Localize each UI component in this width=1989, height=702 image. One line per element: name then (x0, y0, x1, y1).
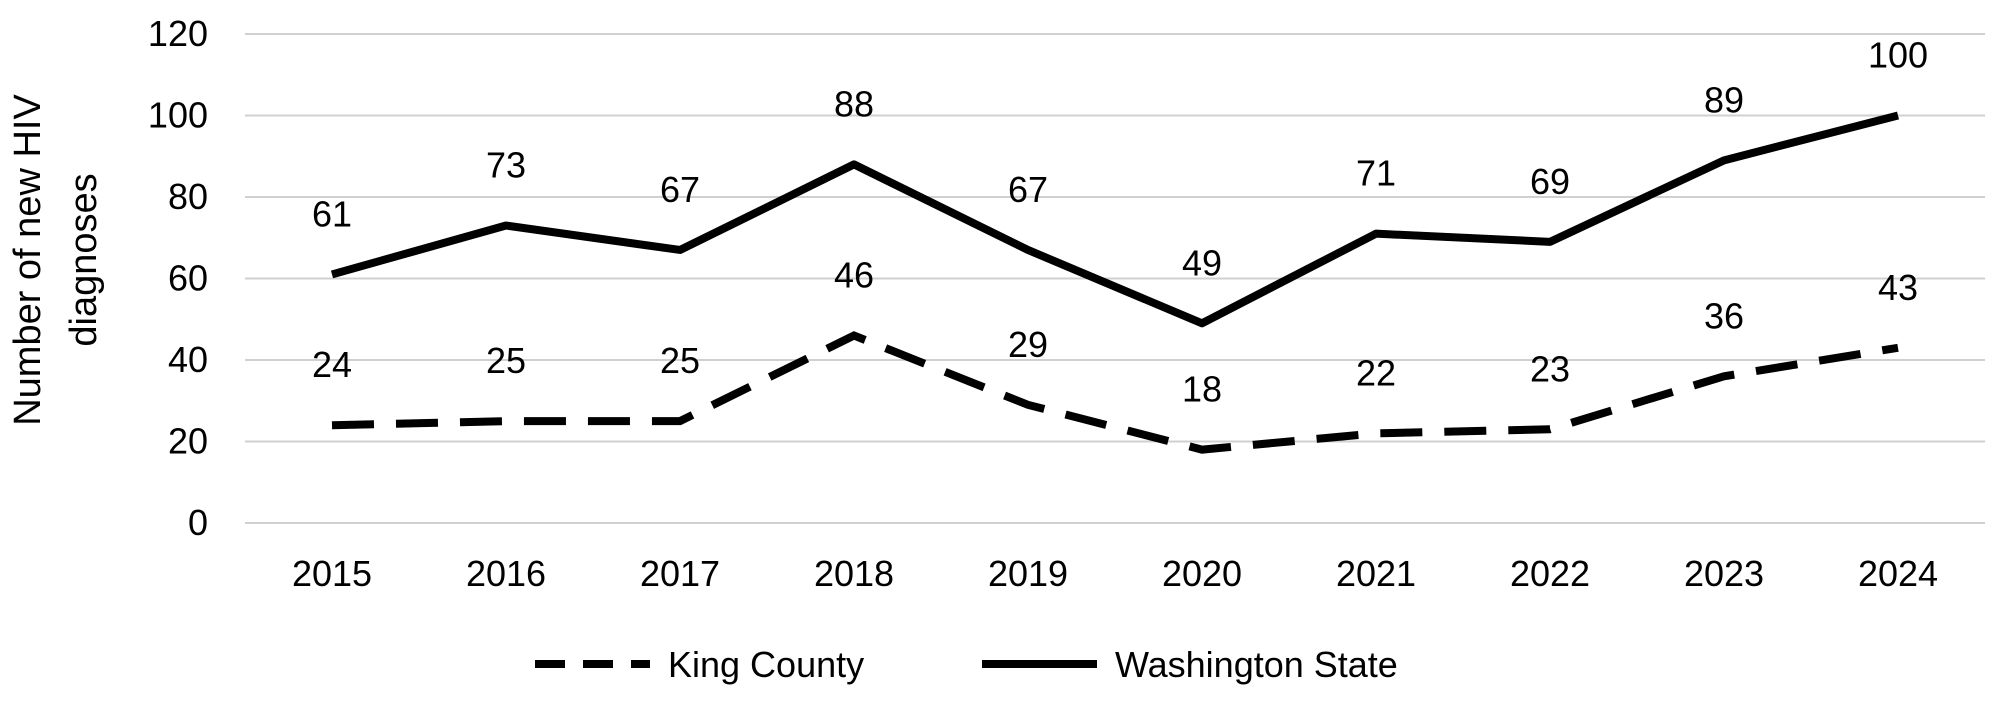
y-tick-label-40: 40 (168, 339, 208, 380)
data-label-washington-state-2016: 73 (486, 145, 526, 186)
data-label-king-county-2023: 36 (1704, 295, 1744, 336)
data-label-washington-state-2023: 89 (1704, 79, 1744, 120)
legend-label-washington-state: Washington State (1115, 644, 1398, 685)
x-tick-label-2019: 2019 (988, 553, 1068, 594)
data-label-king-county-2020: 18 (1182, 369, 1222, 410)
data-label-king-county-2018: 46 (834, 255, 874, 296)
series-line-king-county (331, 331, 1899, 454)
data-label-washington-state-2024: 100 (1868, 35, 1928, 76)
y-tick-label-0: 0 (188, 502, 208, 543)
y-tick-label-60: 60 (168, 258, 208, 299)
y-axis-ticks: 0 20 40 60 80 100 120 (148, 13, 208, 543)
data-label-washington-state-2018: 88 (834, 83, 874, 124)
data-label-washington-state-2019: 67 (1008, 169, 1048, 210)
data-label-washington-state-2017: 67 (660, 169, 700, 210)
x-tick-label-2024: 2024 (1858, 553, 1938, 594)
gridlines (245, 33, 1985, 524)
data-label-king-county-2017: 25 (660, 340, 700, 381)
data-labels: 24 25 25 46 29 18 22 23 36 43 61 73 67 88 67 49 71 69 89 10… (312, 35, 1928, 410)
x-tick-label-2020: 2020 (1162, 553, 1242, 594)
series-lines (330, 111, 1899, 454)
y-axis-label-line-2: diagnoses (63, 173, 105, 346)
y-axis-label-line-1: Number of new HIV (7, 94, 49, 426)
data-label-king-county-2016: 25 (486, 340, 526, 381)
legend: King County Washington State (535, 644, 1398, 685)
y-axis-label: Number of new HIV diagnoses (7, 94, 105, 426)
y-tick-label-20: 20 (168, 421, 208, 462)
x-tick-label-2022: 2022 (1510, 553, 1590, 594)
y-tick-label-80: 80 (168, 176, 208, 217)
x-tick-label-2017: 2017 (640, 553, 720, 594)
x-tick-label-2015: 2015 (292, 553, 372, 594)
y-tick-label-100: 100 (148, 95, 208, 136)
data-label-washington-state-2020: 49 (1182, 242, 1222, 283)
data-label-washington-state-2015: 61 (312, 193, 352, 234)
data-label-washington-state-2021: 71 (1356, 153, 1396, 194)
data-label-king-county-2019: 29 (1008, 324, 1048, 365)
data-label-king-county-2022: 23 (1530, 348, 1570, 389)
data-label-king-county-2015: 24 (312, 344, 352, 385)
data-label-king-county-2024: 43 (1878, 267, 1918, 308)
data-label-king-county-2021: 22 (1356, 352, 1396, 393)
x-tick-label-2016: 2016 (466, 553, 546, 594)
x-tick-label-2018: 2018 (814, 553, 894, 594)
x-tick-label-2023: 2023 (1684, 553, 1764, 594)
x-axis-ticks: 2015 2016 2017 2018 2019 2020 2021 2022 2023 2024 (292, 553, 1938, 594)
y-tick-label-120: 120 (148, 13, 208, 54)
legend-label-king-county: King County (668, 644, 864, 685)
series-line-washington-state (330, 111, 1899, 328)
data-label-washington-state-2022: 69 (1530, 161, 1570, 202)
x-tick-label-2021: 2021 (1336, 553, 1416, 594)
